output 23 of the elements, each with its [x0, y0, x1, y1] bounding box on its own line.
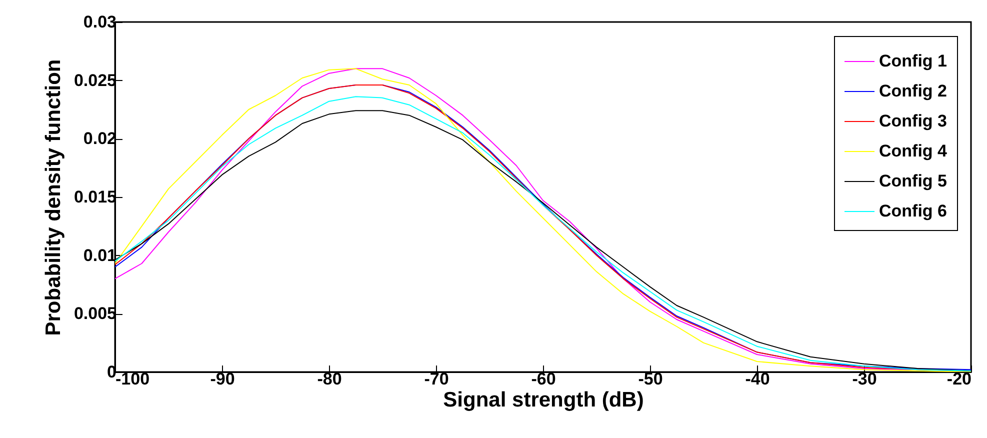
legend-label: Config 6	[879, 202, 947, 220]
legend-label: Config 4	[879, 142, 948, 160]
legend-label: Config 5	[879, 172, 947, 190]
x-tick-label: -30	[852, 370, 877, 388]
legend-label: Config 3	[879, 112, 947, 130]
y-tick-label: 0.005	[74, 304, 116, 324]
x-tick-label: -40	[745, 370, 770, 388]
x-tick-label: -50	[638, 370, 663, 388]
x-tick-label: -20	[946, 370, 972, 388]
x-tick-label: -60	[531, 370, 556, 388]
x-tick-label: -100	[116, 370, 150, 388]
x-tick-label: -70	[424, 370, 449, 388]
legend-label: Config 1	[879, 52, 947, 70]
x-tick-label: -90	[210, 370, 235, 388]
y-tick-label: 0.025	[74, 70, 116, 90]
x-tick-label: -80	[317, 370, 342, 388]
legend-label: Config 2	[879, 82, 947, 100]
x-axis-title: Signal strength (dB)	[443, 388, 644, 412]
y-tick-label: 0.01	[83, 246, 116, 265]
y-tick-label: 0.02	[83, 129, 116, 148]
y-tick-label: 0.03	[83, 12, 116, 32]
y-tick-label: 0.015	[74, 188, 116, 206]
y-axis-title: Probability density function	[42, 59, 65, 336]
